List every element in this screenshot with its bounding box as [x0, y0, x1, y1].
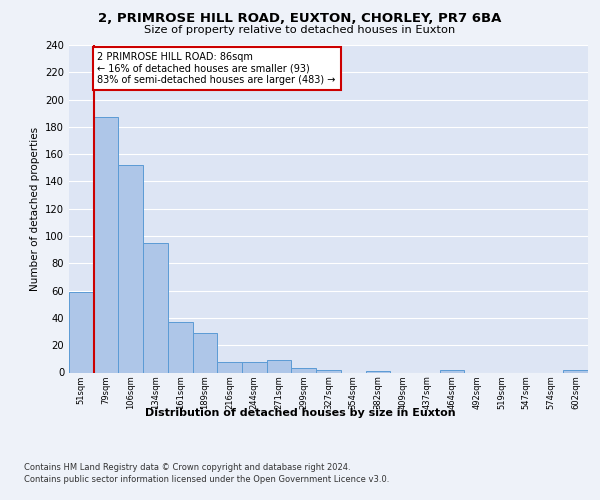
Text: 2 PRIMROSE HILL ROAD: 86sqm
← 16% of detached houses are smaller (93)
83% of sem: 2 PRIMROSE HILL ROAD: 86sqm ← 16% of det… — [97, 52, 336, 85]
Bar — [365, 371, 390, 372]
Bar — [316, 370, 341, 372]
Text: Contains HM Land Registry data © Crown copyright and database right 2024.: Contains HM Land Registry data © Crown c… — [24, 462, 350, 471]
Bar — [94, 118, 118, 372]
Bar — [143, 243, 168, 372]
Y-axis label: Number of detached properties: Number of detached properties — [29, 126, 40, 291]
Bar — [118, 165, 143, 372]
Bar — [217, 362, 242, 372]
Bar — [168, 322, 193, 372]
Bar — [69, 292, 94, 372]
Bar — [242, 362, 267, 372]
Bar — [563, 370, 588, 372]
Text: Distribution of detached houses by size in Euxton: Distribution of detached houses by size … — [145, 408, 455, 418]
Bar — [440, 370, 464, 372]
Text: Size of property relative to detached houses in Euxton: Size of property relative to detached ho… — [145, 25, 455, 35]
Text: 2, PRIMROSE HILL ROAD, EUXTON, CHORLEY, PR7 6BA: 2, PRIMROSE HILL ROAD, EUXTON, CHORLEY, … — [98, 12, 502, 26]
Text: Contains public sector information licensed under the Open Government Licence v3: Contains public sector information licen… — [24, 475, 389, 484]
Bar — [267, 360, 292, 372]
Bar — [193, 333, 217, 372]
Bar — [292, 368, 316, 372]
